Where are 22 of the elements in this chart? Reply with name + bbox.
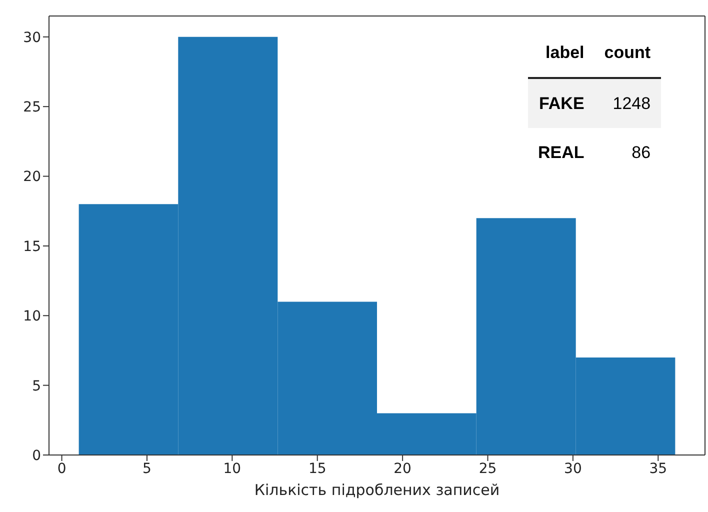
x-axis-title: Кількість підроблених записей [254,481,500,499]
x-tick-label: 25 [478,460,497,477]
y-tick-label: 15 [23,238,41,255]
annotation: 1248 [612,92,652,114]
x-tick-label: 35 [649,460,668,477]
y-tick-label: 10 [23,308,41,325]
y-tick-label: 30 [23,30,41,46]
x-tick-label: 5 [142,460,152,477]
x-tick-label: 20 [394,460,412,477]
x-tick-label: 15 [308,460,326,477]
annotation: FAKE [538,92,586,114]
annotation: count [603,42,652,64]
y-tick-label: 5 [32,378,41,394]
x-tick-label: 10 [223,460,242,477]
annotation: label [544,42,586,64]
y-tick-label: 0 [32,448,41,464]
annotation: REAL [537,142,586,164]
y-tick-label: 25 [23,100,41,116]
x-tick-label: 30 [564,460,582,477]
x-tick-label: 0 [57,460,66,477]
y-tick-label: 20 [23,169,41,186]
annotation: 86 [630,142,652,164]
